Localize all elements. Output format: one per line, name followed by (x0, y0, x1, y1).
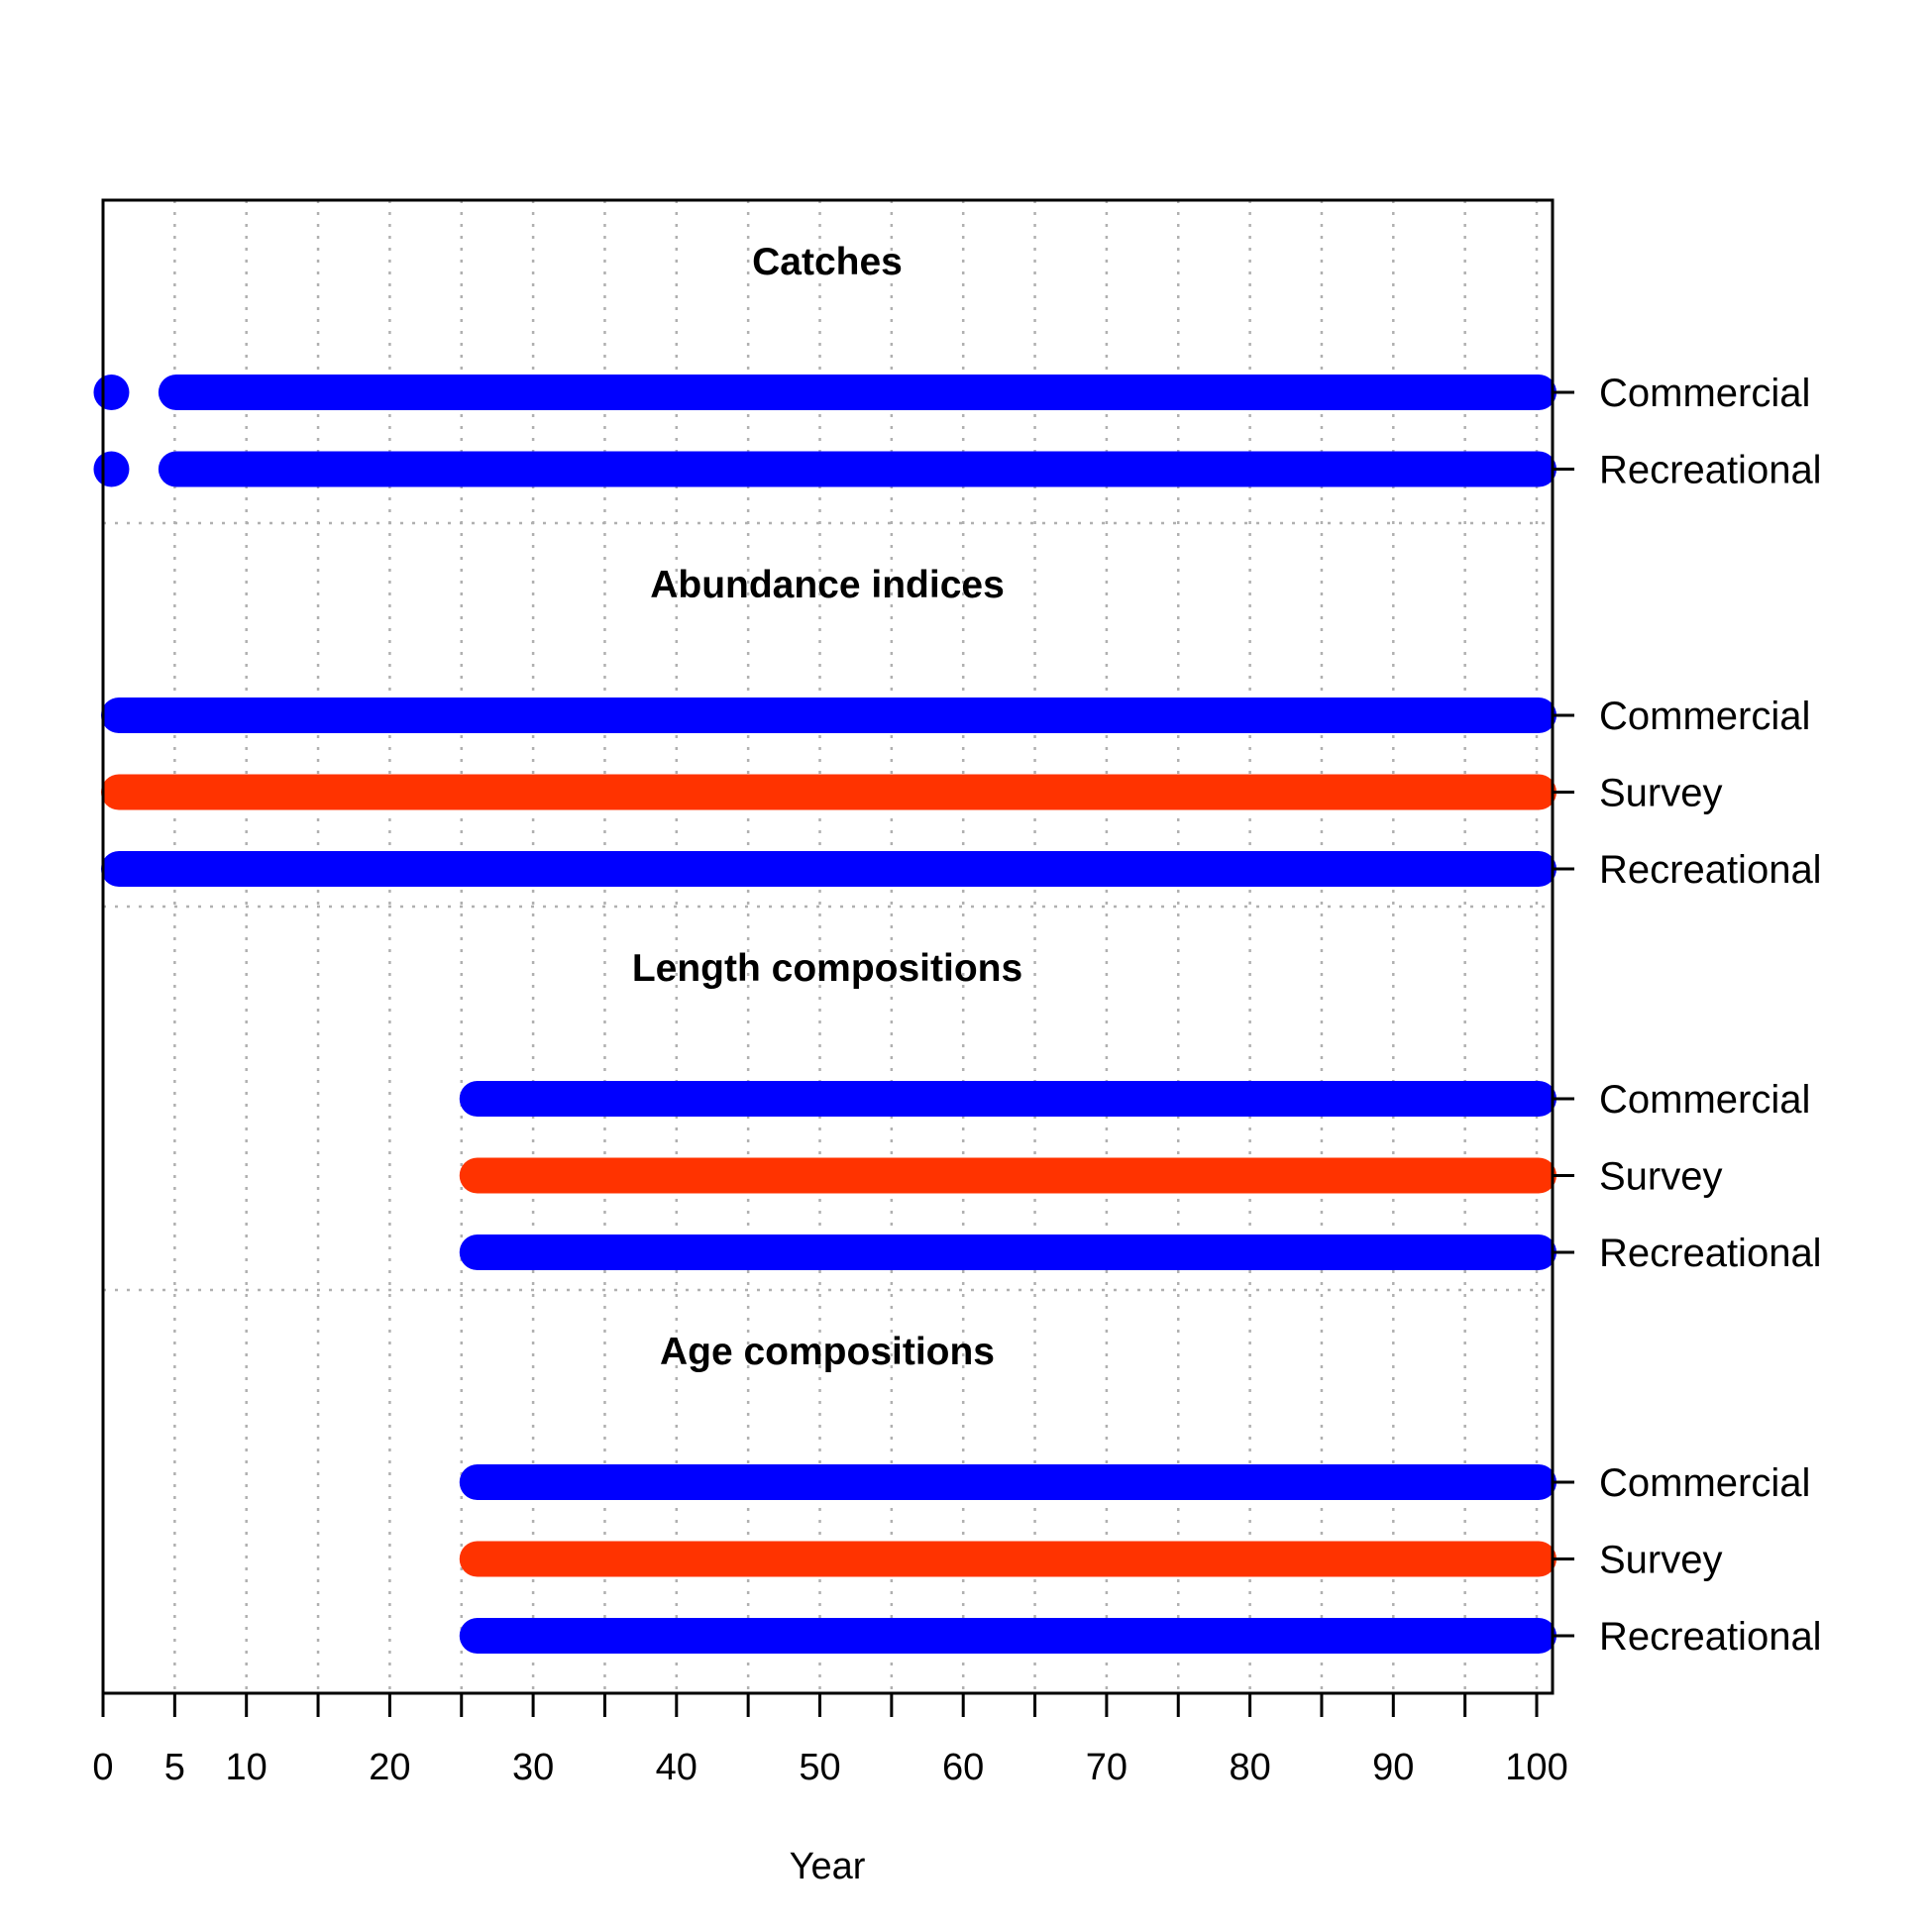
row-label: Recreational (1599, 848, 1822, 892)
data-point (93, 375, 130, 410)
row-label: Recreational (1599, 1232, 1822, 1275)
row-label: Survey (1599, 1155, 1723, 1199)
row-label: Recreational (1599, 1615, 1822, 1659)
x-tick-label: 50 (799, 1747, 840, 1788)
bars-layer (93, 375, 1556, 1654)
x-tick-label: 80 (1229, 1747, 1270, 1788)
x-tick-label: 30 (512, 1747, 554, 1788)
x-tick-label: 40 (656, 1747, 698, 1788)
plot-frame (101, 198, 1555, 1695)
x-tick-label: 100 (1505, 1747, 1567, 1788)
group-title: Abundance indices (650, 564, 1005, 606)
row-label: Commercial (1599, 372, 1810, 415)
x-tick-label: 10 (226, 1747, 268, 1788)
group-title: Catches (752, 241, 903, 283)
x-tick-label: 70 (1086, 1747, 1127, 1788)
group-title: Length compositions (632, 947, 1022, 990)
x-tick-label: 60 (942, 1747, 984, 1788)
data-point (93, 451, 130, 487)
row-label: Survey (1599, 1539, 1723, 1582)
group-title: Age compositions (660, 1331, 995, 1373)
x-tick-label: 0 (92, 1747, 113, 1788)
x-axis-title: Year (790, 1846, 866, 1887)
x-axis (101, 390, 1574, 1717)
row-label: Commercial (1599, 1461, 1810, 1505)
x-tick-label: 90 (1372, 1747, 1414, 1788)
row-label: Commercial (1599, 695, 1810, 738)
x-tick-label: 5 (164, 1747, 185, 1788)
x-tick-label: 20 (369, 1747, 410, 1788)
text-layer: Catches Commercial Recreational Abundance i… (92, 241, 1821, 1788)
row-label: Recreational (1599, 449, 1822, 492)
row-label: Commercial (1599, 1078, 1810, 1122)
row-label: Survey (1599, 772, 1723, 815)
